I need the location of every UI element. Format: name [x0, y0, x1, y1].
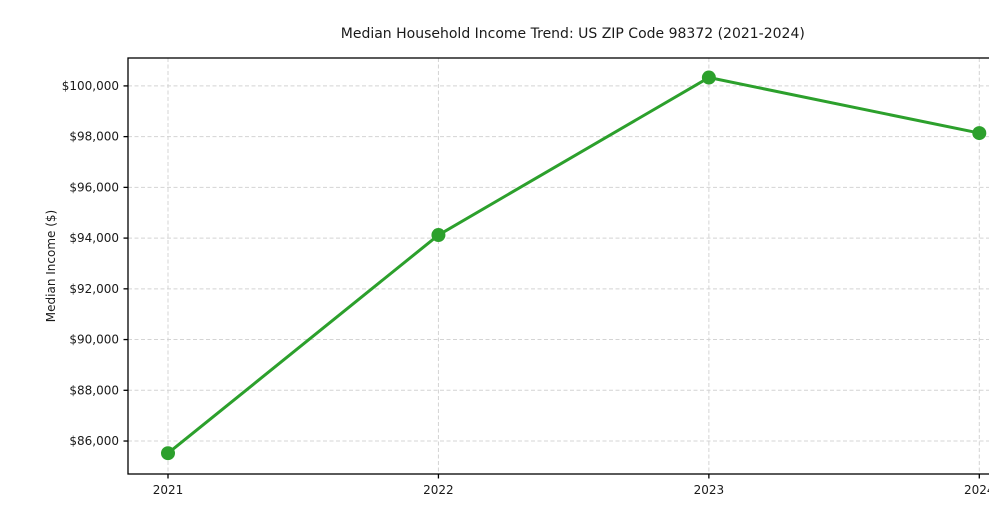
y-tick-label: $98,000 — [69, 130, 119, 144]
x-tick-labels: 2021 2022 2023 2024 — [153, 483, 989, 497]
y-tick-label: $96,000 — [69, 180, 119, 194]
plot-frame — [127, 57, 989, 475]
y-tick-labels: $86,000 $88,000 $90,000 $92,000 $94,000 $96,0… — [62, 79, 119, 448]
median-income-trend-chart: $86,000 $88,000 $90,000 $92,000 $94,000 $96,0… — [40, 16, 989, 506]
plot-area — [128, 58, 989, 474]
trend-line — [166, 76, 981, 455]
data-point-2022 — [431, 228, 446, 243]
x-tick-label: 2023 — [694, 483, 725, 497]
y-tick-label: $86,000 — [69, 434, 119, 448]
tick-marks — [123, 85, 980, 479]
x-tick-label: 2022 — [423, 483, 454, 497]
x-tick-label: 2021 — [153, 483, 184, 497]
chart-title: Median Household Income Trend: US ZIP Co… — [341, 26, 805, 42]
y-tick-label: $92,000 — [69, 282, 119, 296]
x-tick-label: 2024 — [964, 483, 989, 497]
line-series — [161, 70, 987, 461]
y-tick-label: $88,000 — [69, 383, 119, 397]
grid-layer — [128, 58, 989, 474]
y-tick-label: $90,000 — [69, 333, 119, 347]
chart-canvas: $86,000 $88,000 $90,000 $92,000 $94,000 $96,0… — [44, 26, 989, 497]
data-point-2021 — [161, 446, 175, 461]
y-tick-label: $94,000 — [69, 231, 119, 245]
data-point-2024 — [972, 126, 987, 141]
y-tick-label: $100,000 — [62, 79, 119, 93]
y-axis-label: Median Income ($) — [44, 210, 58, 322]
data-point-2023 — [701, 70, 716, 85]
